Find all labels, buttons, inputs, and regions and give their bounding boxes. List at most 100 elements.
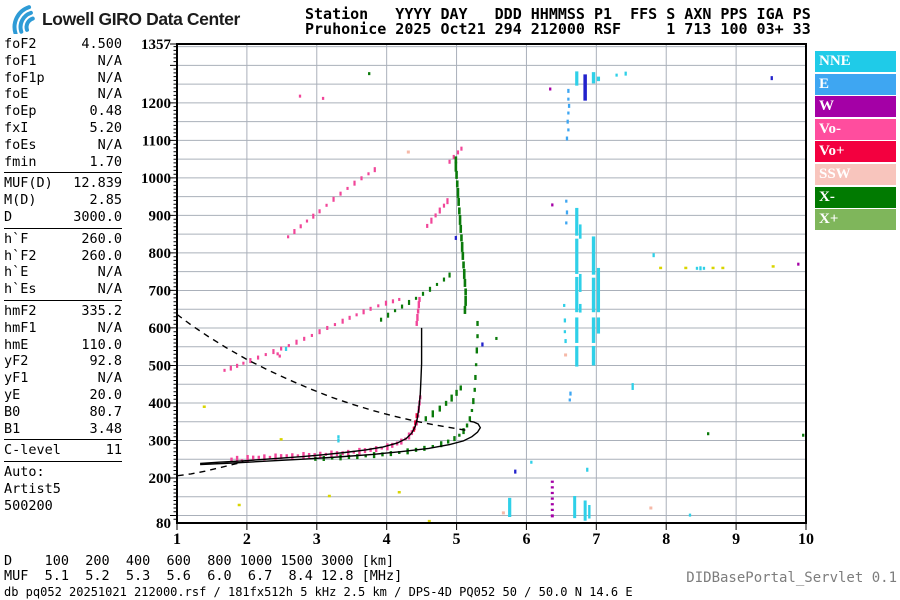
param-label: h`Es [4,281,37,298]
solid-profile-curve [200,420,482,466]
y-tick-label: 300 [149,433,172,449]
rfi-column-segment [596,267,601,313]
echo-point [435,282,439,286]
echo-point [251,455,255,461]
rfi-column-segment [550,514,554,518]
rfi-column-segment [591,72,596,84]
echo-point [369,306,372,311]
echo-point [249,358,252,364]
x-tick-label: 4 [383,531,391,548]
legend-item-x: X- [815,186,896,208]
legend-item-w: W [815,96,896,118]
echo-point [460,241,464,252]
brand-text: Lowell GIRO Data Center [42,9,240,29]
x-tick-label: 8 [662,531,670,548]
echo-point [457,197,460,206]
echo-point [330,456,334,460]
echo-point [684,266,688,270]
echo-point [474,363,478,367]
param-label: foF2 [4,36,37,52]
y-tick-label: 1100 [142,133,171,149]
x-tick-label: 10 [798,531,814,548]
param-value: 5.20 [89,119,122,136]
echo-point [347,449,350,456]
echo-point [568,398,571,402]
param-row: h`E N/A [4,264,122,281]
echo-point [426,223,429,228]
param-value: 4.500 [81,36,122,52]
echo-point [285,454,288,459]
echo-point [475,347,479,354]
y-tick-label: 80 [156,516,171,532]
echo-point [312,213,315,219]
echo-point [452,154,455,159]
rfi-column-segment [550,508,554,511]
echo-point [551,203,554,207]
y-tick-label: 800 [149,246,172,262]
echo-point [355,313,358,317]
param-row: yF2 92.8 [4,353,122,370]
echo-point [444,400,448,406]
echo-point [454,161,458,172]
echo-point [567,88,570,93]
echo-point [711,266,715,270]
echo-point [707,432,710,436]
rfi-column-segment [508,497,512,517]
echo-point [448,272,451,278]
echo-point [406,150,410,154]
echo-point [279,454,283,460]
rfi-column-segment [578,224,582,239]
echo-point [332,196,335,202]
echo-point [431,410,434,418]
y-tick-label: 400 [149,396,172,412]
param-label: B1 [4,420,21,437]
echo-point [416,308,420,314]
echo-point [372,452,376,459]
param-label: D [4,208,13,225]
station-header-line2: Pruhonice 2025 Oct21 294 212000 RSF 1 71… [305,19,811,38]
param-value: 12.839 [73,175,122,192]
legend-item-ssw: SSW [815,163,896,185]
x-tick-label: 1 [173,531,181,548]
echo-point [565,136,569,141]
echo-point [461,251,465,260]
echo-point [699,266,702,271]
echo-point [418,296,421,302]
echo-point [649,506,653,510]
d-distance-row: D 100 200 400 600 800 1000 1500 3000 [km… [4,553,395,569]
param-label: foE [4,86,29,103]
echo-point [695,266,699,270]
echo-point [348,315,351,320]
param-label: foEp [4,103,37,120]
echo-point [229,365,232,371]
param-label: yE [4,386,21,403]
echo-point [223,368,226,372]
echo-point [346,186,349,190]
echo-point [473,387,476,392]
param-row: foF2 4.500 [4,36,122,53]
echo-point [455,389,458,396]
axis-ticks [170,43,807,530]
param-label: M(D) [4,192,37,209]
echo-point [464,295,467,306]
echo-point [565,210,569,215]
echo-point [341,318,344,324]
param-value: N/A [97,370,122,387]
param-value: N/A [97,281,122,298]
param-label: MUF(D) [4,175,53,192]
echo-point [462,268,466,279]
echo-point [295,339,298,345]
param-label: foF1p [4,69,45,86]
dashed-profile-curve [176,313,468,432]
legend-item-e: E [815,73,896,95]
param-value: N/A [97,264,122,281]
param-value: 110.0 [81,336,122,353]
echo-point [565,221,568,225]
rfi-column-segment [578,303,582,313]
param-label: foEs [4,136,37,153]
echo-point [397,490,401,494]
echo-point [287,344,290,348]
echo-point [454,235,458,240]
echo-point [659,266,663,270]
echo-point [339,191,342,196]
